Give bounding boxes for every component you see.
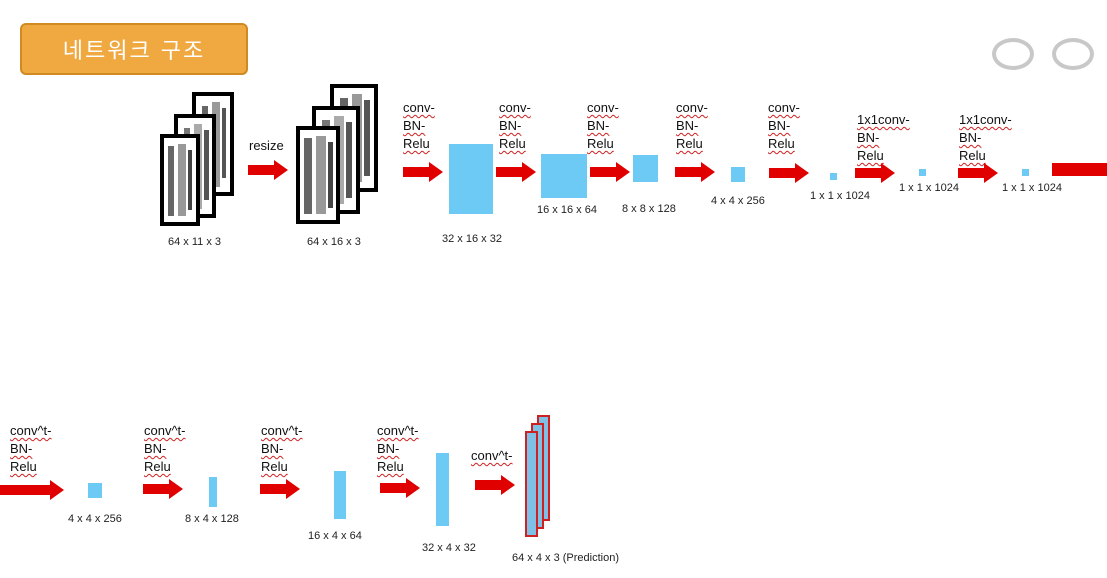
slide-title-badge: 네트워크 구조 bbox=[20, 23, 248, 75]
dim-label: 1 x 1 x 1024 bbox=[1002, 182, 1062, 194]
op-label: conv^t- BN- Relu bbox=[377, 423, 419, 474]
continuation-bar bbox=[1052, 163, 1107, 176]
arrow-icon bbox=[590, 162, 630, 182]
arrow-icon bbox=[475, 475, 515, 495]
slide-title: 네트워크 구조 bbox=[62, 39, 206, 64]
op-label: 1x1conv- BN- Relu bbox=[959, 112, 1012, 163]
input-dim-label: 64 x 11 x 3 bbox=[168, 236, 221, 248]
op-label: conv- BN- Relu bbox=[587, 100, 619, 151]
feature-map-block bbox=[830, 173, 837, 180]
prediction-layer bbox=[525, 431, 538, 537]
dim-label: 32 x 16 x 32 bbox=[442, 233, 502, 245]
dim-label: 8 x 8 x 128 bbox=[622, 203, 676, 215]
arrow-icon bbox=[496, 162, 536, 182]
feature-map-block bbox=[541, 154, 587, 198]
op-label: conv- BN- Relu bbox=[768, 100, 800, 151]
dim-label: 1 x 1 x 1024 bbox=[810, 190, 870, 202]
input-image-stack bbox=[160, 92, 234, 226]
feature-map-block bbox=[436, 453, 449, 526]
arrow-icon bbox=[143, 479, 183, 499]
ring-icon bbox=[1052, 38, 1094, 70]
feature-map-block bbox=[88, 483, 102, 498]
feature-map-block bbox=[449, 144, 493, 214]
op-label: conv- BN- Relu bbox=[499, 100, 531, 151]
ring-icon bbox=[992, 38, 1034, 70]
op-label: conv^t- BN- Relu bbox=[261, 423, 303, 474]
feature-map-block bbox=[731, 167, 745, 182]
prediction-dim-label: 64 x 4 x 3 (Prediction) bbox=[512, 552, 619, 564]
arrow-icon bbox=[958, 163, 998, 183]
op-label: conv- BN- Relu bbox=[676, 100, 708, 151]
arrow-icon bbox=[380, 478, 420, 498]
dim-label: 16 x 4 x 64 bbox=[308, 530, 362, 542]
arrow-icon bbox=[855, 163, 895, 183]
resized-image-stack bbox=[296, 84, 378, 224]
feature-map-block bbox=[334, 471, 346, 519]
op-label: conv^t- BN- Relu bbox=[144, 423, 186, 474]
dim-label: 32 x 4 x 32 bbox=[422, 542, 476, 554]
op-label: conv^t- bbox=[471, 448, 513, 463]
dim-label: 16 x 16 x 64 bbox=[537, 204, 597, 216]
arrow-icon bbox=[769, 163, 809, 183]
feature-map-block bbox=[919, 169, 926, 176]
arrow-icon bbox=[403, 162, 443, 182]
feature-map-block bbox=[1022, 169, 1029, 176]
dim-label: 4 x 4 x 256 bbox=[711, 195, 765, 207]
feature-map-block bbox=[633, 155, 658, 182]
resize-label: resize bbox=[249, 138, 284, 153]
resized-dim-label: 64 x 16 x 3 bbox=[307, 236, 361, 248]
arrow-icon bbox=[0, 480, 64, 500]
arrow-icon bbox=[248, 160, 288, 180]
dim-label: 8 x 4 x 128 bbox=[185, 513, 239, 525]
arrow-icon bbox=[675, 162, 715, 182]
dim-label: 4 x 4 x 256 bbox=[68, 513, 122, 525]
op-label: conv- BN- Relu bbox=[403, 100, 435, 151]
feature-map-block bbox=[209, 477, 217, 507]
op-label: 1x1conv- BN- Relu bbox=[857, 112, 910, 163]
dim-label: 1 x 1 x 1024 bbox=[899, 182, 959, 194]
arrow-icon bbox=[260, 479, 300, 499]
op-label: conv^t- BN- Relu bbox=[10, 423, 52, 474]
